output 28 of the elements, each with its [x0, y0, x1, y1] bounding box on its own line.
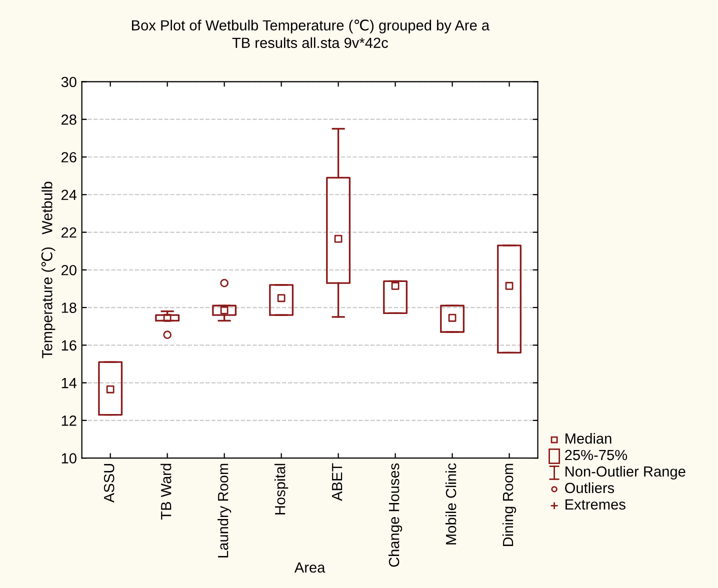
text: 25%-75% — [565, 450, 628, 460]
y-tick-label: 10 — [62, 453, 76, 464]
y-tick-label: 16 — [62, 340, 76, 351]
y-tick-label: 12 — [62, 416, 76, 426]
y-tick-label: 30 — [61, 76, 76, 88]
x-axis-title: Area — [294, 562, 326, 573]
y-axis-title: Temperature (℃) Wetbulb — [41, 182, 56, 358]
y-tick-label: 22 — [62, 227, 76, 238]
x-tick-label: TB Ward — [160, 464, 172, 520]
y-tick-label: 28 — [62, 114, 76, 125]
chart-title: Box Plot of Wetbulb Temperature (℃) grouped by Are a — [132, 20, 490, 34]
x-tick-label: ASSU — [104, 464, 114, 503]
text: Extremes — [566, 499, 626, 510]
y-tick-label: 26 — [62, 152, 76, 162]
y-tick-label: 24 — [62, 190, 77, 200]
x-tick-label: Dining Room — [502, 464, 516, 546]
y-tick-label: 18 — [62, 302, 76, 313]
x-tick-label: Mobile Clinic — [446, 463, 456, 544]
x-tick-label: Laundry Room — [218, 464, 232, 558]
text: Outliers — [565, 482, 614, 494]
x-tick-label: ABET — [332, 463, 342, 501]
chart-subtitle: TB results all.sta 9v*42c — [232, 37, 388, 48]
text: Non-Outlier Range — [566, 466, 686, 480]
x-tick-label: Change Houses — [388, 463, 402, 567]
y-tick-label: 14 — [62, 378, 77, 388]
text: Median — [566, 433, 612, 444]
y-tick-label: 20 — [62, 264, 76, 276]
x-tick-label: Hospital — [274, 464, 288, 514]
